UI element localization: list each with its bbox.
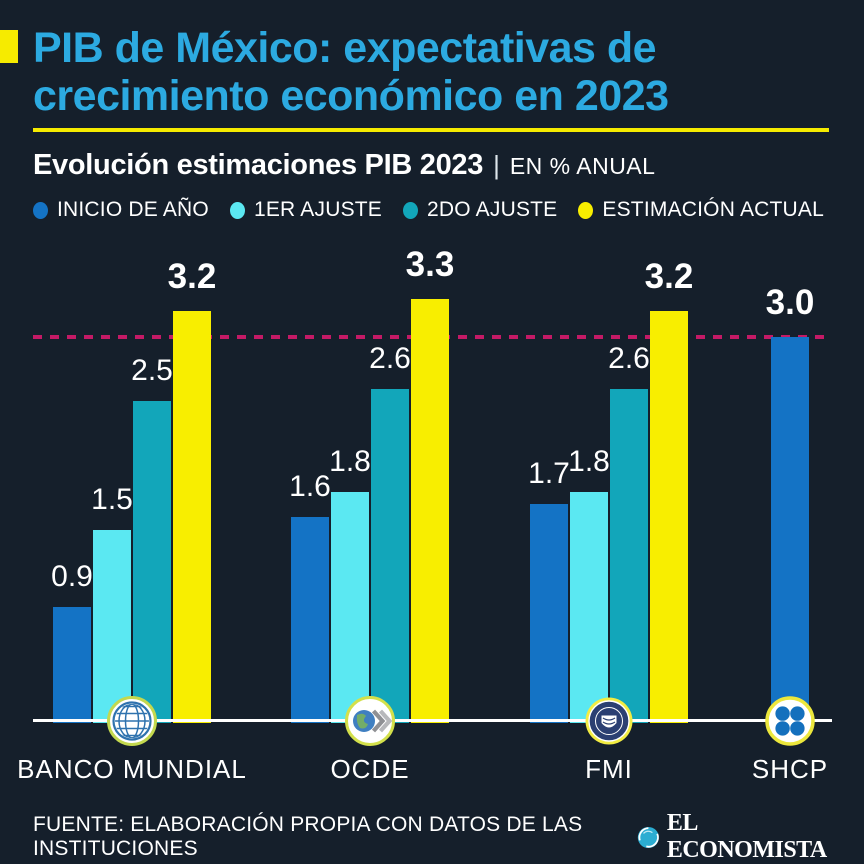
bar-banco-mundial-ajuste1 bbox=[93, 530, 131, 723]
ocde-icon bbox=[345, 696, 395, 746]
chart-subtitle: Evolución estimaciones PIB 2023 | EN % A… bbox=[33, 149, 655, 182]
page-title-line2: crecimiento económico en 2023 bbox=[33, 72, 669, 120]
x-axis-baseline bbox=[33, 719, 832, 722]
group-label-ocde: OCDE bbox=[330, 754, 410, 784]
group-label-shcp: SHCP bbox=[751, 754, 829, 784]
legend-dot-1er-ajuste bbox=[229, 201, 245, 219]
subtitle-separator: | bbox=[493, 150, 500, 180]
value-label-fmi-inicio: 1.7 bbox=[528, 457, 570, 490]
accent-square bbox=[0, 30, 18, 63]
bar-fmi-ajuste1 bbox=[570, 492, 608, 723]
value-label-fmi-actual: 3.2 bbox=[644, 257, 694, 296]
fmi-icon bbox=[584, 696, 634, 746]
bar-fmi-inicio bbox=[530, 504, 568, 723]
legend-dot-2do-ajuste bbox=[403, 201, 419, 219]
bar-ocde-ajuste1 bbox=[331, 492, 369, 723]
page-title-line1: PIB de México: expectativas de bbox=[33, 24, 657, 72]
legend-label-2do-ajuste: 2DO AJUSTE bbox=[427, 198, 558, 221]
value-label-ocde-ajuste2: 2.6 bbox=[369, 342, 411, 375]
legend-label-1er-ajuste: 1ER AJUSTE bbox=[253, 198, 383, 221]
value-label-ocde-ajuste1: 1.8 bbox=[329, 445, 371, 478]
subtitle-text: Evolución estimaciones PIB 2023 bbox=[33, 149, 484, 181]
value-label-banco-mundial-ajuste2: 2.5 bbox=[131, 354, 173, 387]
value-label-banco-mundial-ajuste1: 1.5 bbox=[91, 483, 133, 516]
source-note: FUENTE: ELABORACIÓN PROPIA CON DATOS DE … bbox=[33, 813, 583, 860]
el-economista-logo: EL ECONOMISTA bbox=[637, 810, 831, 864]
legend-item-2do-ajuste: 2DO AJUSTE bbox=[403, 198, 557, 222]
bar-ocde-inicio bbox=[291, 517, 329, 723]
el-economista-wordmark: EL ECONOMISTA bbox=[666, 810, 827, 863]
value-label-fmi-ajuste2: 2.6 bbox=[608, 342, 650, 375]
value-label-ocde-actual: 3.3 bbox=[405, 245, 455, 284]
value-label-banco-mundial-inicio: 0.9 bbox=[51, 560, 93, 593]
legend-item-estimacion-actual: ESTIMACIÓN ACTUAL bbox=[578, 198, 824, 222]
shcp-icon bbox=[765, 696, 815, 746]
legend-label-inicio: INICIO DE AÑO bbox=[57, 198, 209, 221]
bar-banco-mundial-ajuste2 bbox=[133, 401, 171, 723]
value-label-shcp-inicio: 3.0 bbox=[765, 283, 815, 322]
value-label-fmi-ajuste1: 1.8 bbox=[568, 445, 610, 478]
bar-ocde-ajuste2 bbox=[371, 389, 409, 723]
bar-banco-mundial-inicio bbox=[53, 607, 91, 723]
bar-shcp-inicio bbox=[771, 337, 809, 723]
legend: INICIO DE AÑO 1ER AJUSTE 2DO AJUSTE ESTI… bbox=[33, 198, 824, 222]
subtitle-unit: EN % ANUAL bbox=[509, 153, 656, 179]
bar-ocde-actual bbox=[411, 299, 449, 723]
value-label-ocde-inicio: 1.6 bbox=[289, 470, 331, 503]
legend-label-estimacion-actual: ESTIMACIÓN ACTUAL bbox=[602, 198, 824, 221]
group-label-fmi: FMI bbox=[585, 754, 633, 784]
legend-item-1er-ajuste: 1ER AJUSTE bbox=[229, 198, 383, 222]
banco-mundial-icon bbox=[107, 696, 157, 746]
title-rule bbox=[33, 128, 829, 132]
group-label-banco-mundial: BANCO MUNDIAL bbox=[17, 754, 247, 784]
legend-item-inicio: INICIO DE AÑO bbox=[33, 198, 209, 222]
value-label-banco-mundial-actual: 3.2 bbox=[167, 257, 217, 296]
el-economista-swirl-icon bbox=[637, 826, 660, 848]
bar-fmi-ajuste2 bbox=[610, 389, 648, 723]
bar-fmi-actual bbox=[650, 311, 688, 723]
legend-dot-estimacion-actual bbox=[578, 201, 594, 219]
bar-banco-mundial-actual bbox=[173, 311, 211, 723]
page-title: PIB de México: expectativas de crecimien… bbox=[33, 24, 669, 120]
footer: FUENTE: ELABORACIÓN PROPIA CON DATOS DE … bbox=[33, 810, 831, 864]
legend-dot-inicio bbox=[33, 201, 48, 219]
